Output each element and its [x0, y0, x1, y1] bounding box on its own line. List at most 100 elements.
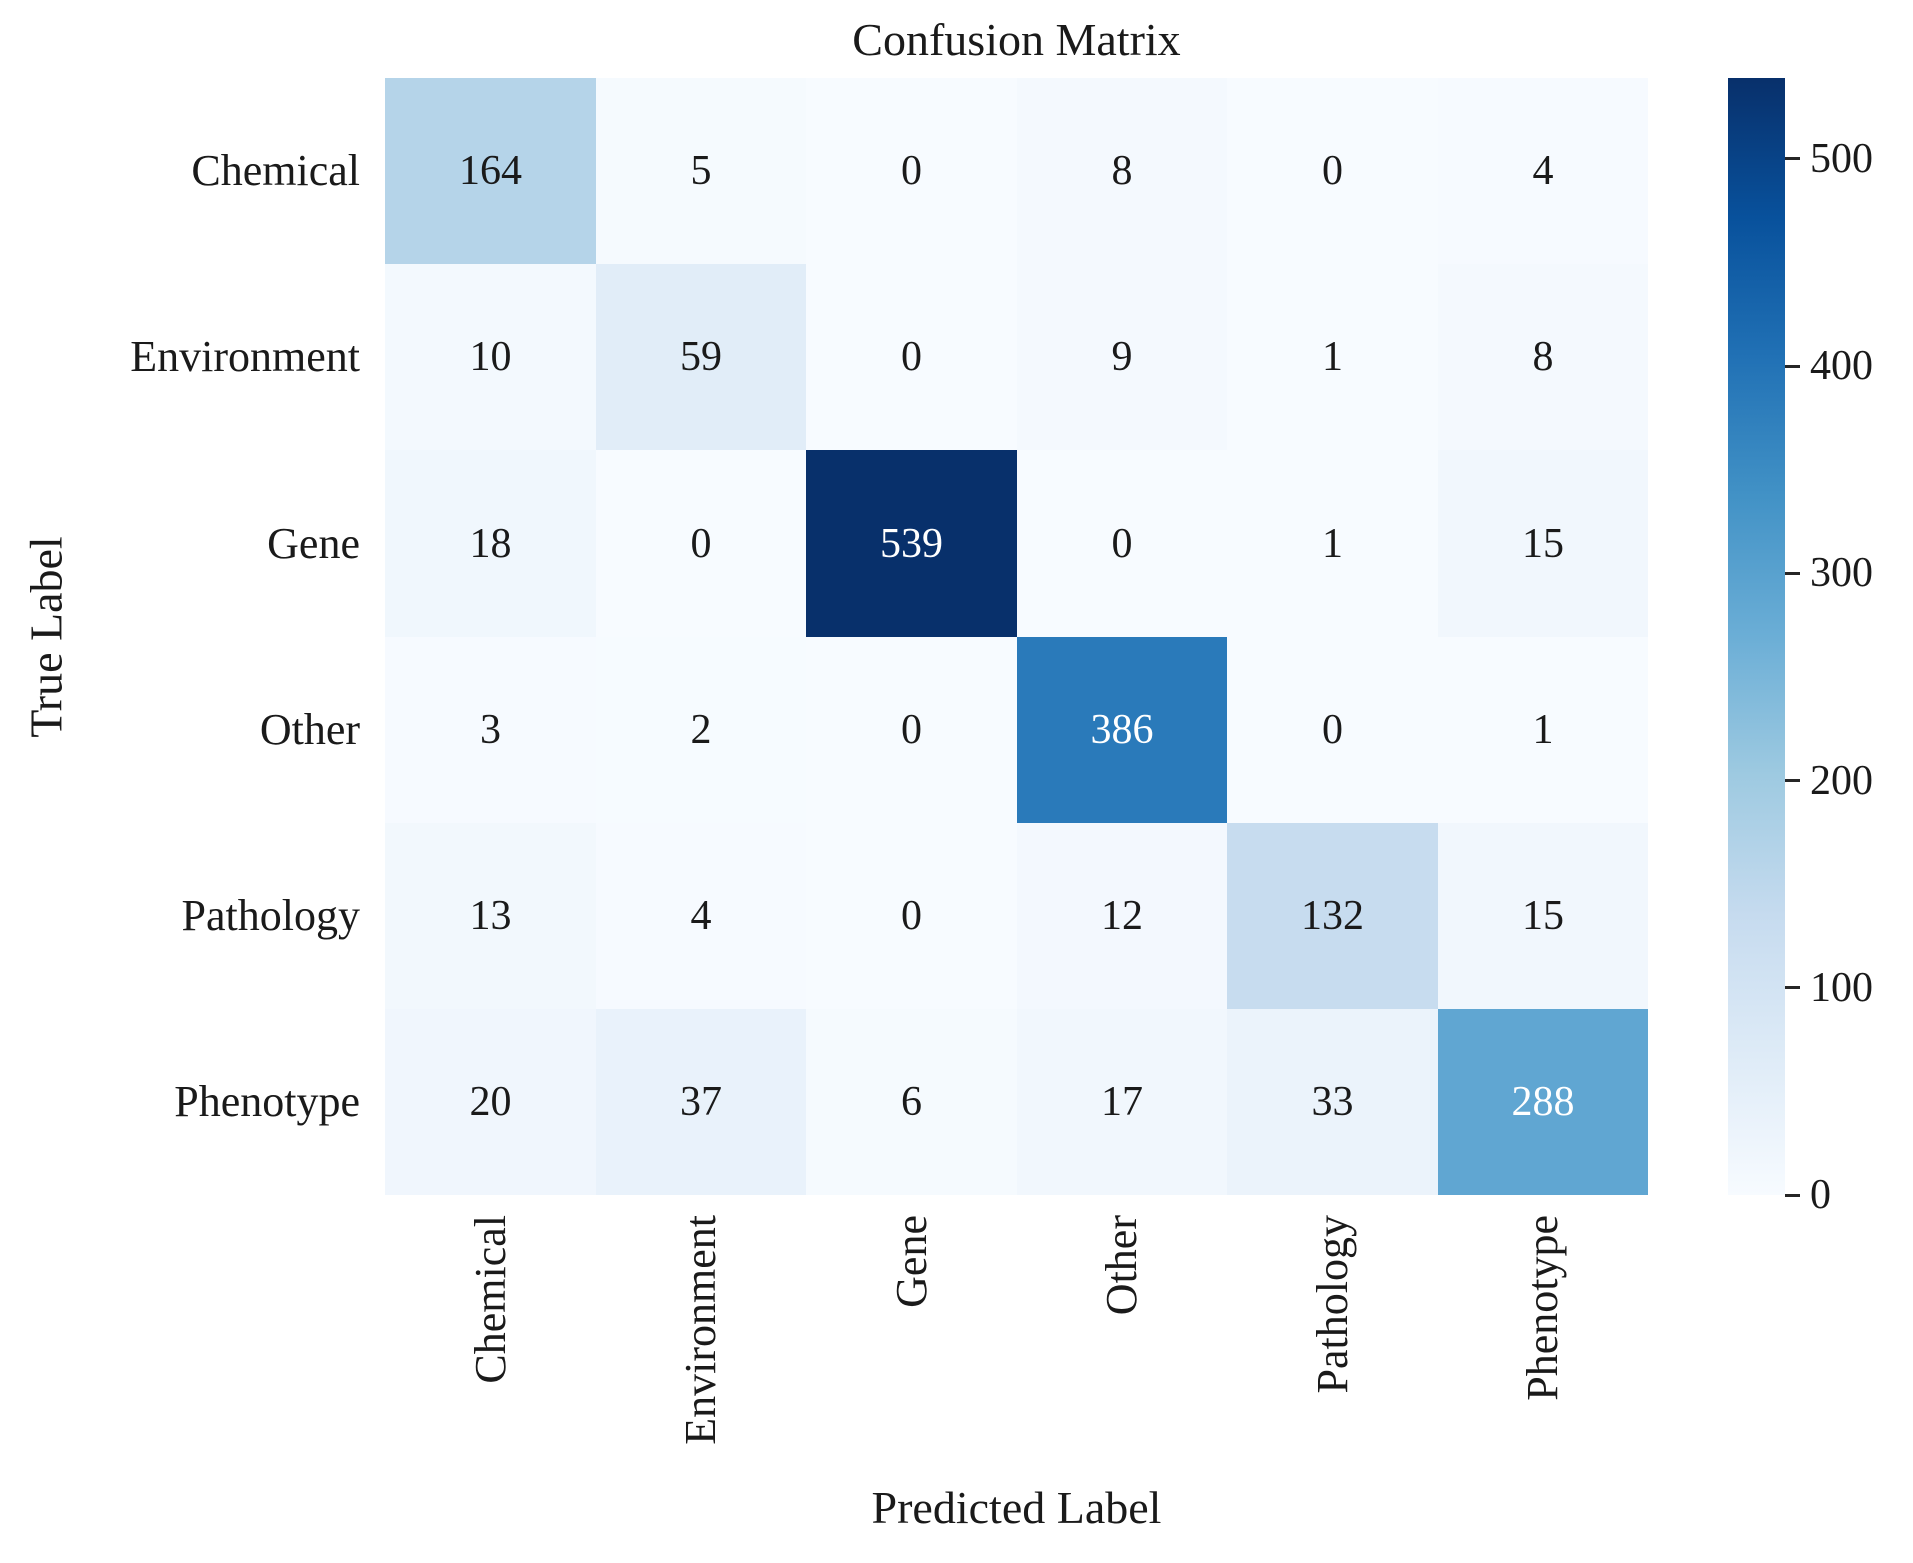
cell-value: 0 [901, 893, 922, 939]
heatmap-cell: 1 [1438, 637, 1648, 823]
cell-value: 0 [901, 707, 922, 753]
x-tick-label-text: Gene [887, 1215, 936, 1308]
heatmap-cell: 15 [1438, 823, 1648, 1009]
cell-value: 0 [901, 148, 922, 194]
heatmap-cell: 288 [1438, 1009, 1648, 1195]
heatmap-cell: 132 [1227, 823, 1438, 1009]
y-tick-label: Pathology [181, 891, 360, 940]
heatmap-cell: 0 [806, 823, 1017, 1009]
colorbar-tick [1785, 157, 1800, 160]
heatmap-cell: 386 [1017, 637, 1227, 823]
heatmap-cell: 8 [1017, 78, 1227, 264]
cell-value: 13 [469, 893, 512, 939]
heatmap-cell: 18 [385, 450, 596, 637]
heatmap-cell: 4 [596, 823, 806, 1009]
heatmap-cell: 0 [806, 264, 1017, 450]
heatmap-cell: 164 [385, 78, 596, 264]
y-tick-label: Phenotype [174, 1077, 360, 1126]
heatmap-cell: 4 [1438, 78, 1648, 264]
colorbar-tick [1785, 572, 1800, 575]
cell-value: 15 [1522, 893, 1564, 939]
heatmap-cell: 0 [1227, 637, 1438, 823]
heatmap-cell: 539 [806, 450, 1017, 637]
cell-value: 20 [469, 1079, 512, 1125]
cell-value: 17 [1101, 1079, 1143, 1125]
cell-value: 15 [1522, 520, 1564, 567]
cell-value: 3 [480, 707, 501, 753]
heatmap-cell: 0 [806, 637, 1017, 823]
heatmap-cell: 2 [596, 637, 806, 823]
colorbar-tick-label: 200 [1810, 758, 1873, 804]
heatmap-cell: 8 [1438, 264, 1648, 450]
y-tick-label: Gene [267, 519, 360, 568]
cell-value: 1 [1532, 707, 1554, 753]
cell-value: 10 [469, 334, 512, 380]
cell-value: 12 [1101, 893, 1143, 939]
y-axis-title: True Label [0, 78, 94, 1195]
heatmap-cell: 37 [596, 1009, 806, 1195]
cell-value: 4 [690, 893, 712, 939]
cell-value: 33 [1311, 1079, 1354, 1125]
x-tick-label-text: Pathology [1308, 1215, 1357, 1394]
cell-value: 8 [1111, 148, 1133, 194]
cell-value: 4 [1532, 148, 1554, 194]
heatmap-cell: 59 [596, 264, 806, 450]
heatmap-cell: 10 [385, 264, 596, 450]
heatmap-cell: 5 [596, 78, 806, 264]
heatmap-cell: 1 [1227, 264, 1438, 450]
cell-value: 37 [680, 1079, 722, 1125]
cell-value: 2 [690, 707, 712, 753]
colorbar-tick [1785, 365, 1800, 368]
heatmap-cell: 3 [385, 637, 596, 823]
x-tick-label-text: Chemical [466, 1215, 515, 1384]
heatmap-cell: 0 [1017, 450, 1227, 637]
heatmap-cell: 20 [385, 1009, 596, 1195]
x-tick-label-text: Other [1097, 1215, 1146, 1316]
cell-value: 0 [1322, 148, 1343, 194]
cell-value: 18 [469, 520, 512, 567]
colorbar-tick [1785, 986, 1800, 989]
cell-value: 1 [1322, 334, 1343, 380]
heatmap-cell: 0 [1227, 78, 1438, 264]
cell-value: 5 [690, 148, 712, 194]
colorbar-tick-label: 300 [1810, 550, 1873, 596]
colorbar-tick-label: 500 [1810, 136, 1873, 182]
cell-value: 0 [1322, 707, 1343, 753]
heatmap-cell: 13 [385, 823, 596, 1009]
x-axis-title: Predicted Label [871, 1482, 1162, 1533]
cell-value: 0 [690, 520, 712, 567]
cell-value: 132 [1301, 893, 1364, 939]
colorbar-tick-label: 0 [1810, 1172, 1831, 1218]
y-tick-label: Other [259, 705, 360, 754]
heatmap-cell: 1 [1227, 450, 1438, 637]
cell-value: 539 [880, 520, 943, 567]
cell-value: 6 [901, 1079, 922, 1125]
cell-value: 164 [459, 148, 522, 194]
cell-value: 386 [1090, 707, 1154, 753]
cell-value: 0 [901, 334, 922, 380]
heatmap-cell: 9 [1017, 264, 1227, 450]
cell-value: 8 [1532, 334, 1554, 380]
cell-value: 0 [1111, 520, 1133, 567]
heatmap-cell: 33 [1227, 1009, 1438, 1195]
heatmap-cell: 0 [806, 78, 1017, 264]
x-tick-label-text: Environment [676, 1215, 725, 1445]
heatmap-cell: 12 [1017, 823, 1227, 1009]
heatmap-cell: 6 [806, 1009, 1017, 1195]
cell-value: 59 [680, 334, 722, 380]
colorbar-tick-label: 100 [1810, 965, 1873, 1011]
colorbar-gradient [1728, 78, 1785, 1195]
colorbar-tick-label: 400 [1810, 343, 1873, 389]
y-tick-label: Chemical [191, 146, 360, 195]
colorbar-tick [1785, 1194, 1800, 1197]
cell-value: 288 [1511, 1079, 1575, 1125]
cell-value: 9 [1111, 334, 1133, 380]
heatmap-cell: 0 [596, 450, 806, 637]
cell-value: 1 [1322, 520, 1343, 567]
chart-title: Confusion Matrix [852, 14, 1181, 65]
heatmap-cell: 17 [1017, 1009, 1227, 1195]
colorbar-tick [1785, 779, 1800, 782]
heatmap-cell: 15 [1438, 450, 1648, 637]
y-tick-label: Environment [130, 332, 360, 381]
